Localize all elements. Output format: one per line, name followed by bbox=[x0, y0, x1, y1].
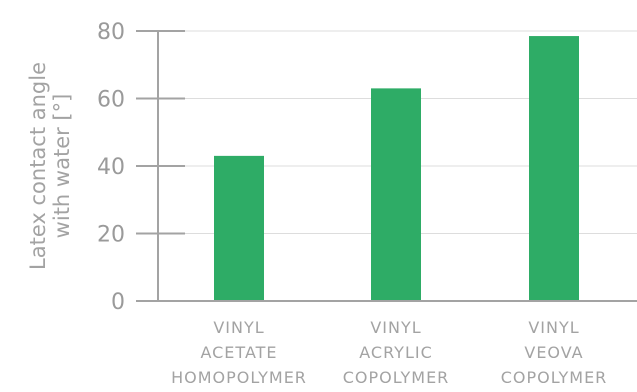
x-category-label: ACRYLIC bbox=[359, 343, 433, 362]
x-category-label: VEOVA bbox=[524, 343, 583, 362]
axes bbox=[136, 30, 637, 302]
x-category-label: HOMOPOLYMER bbox=[171, 368, 307, 387]
y-tick-label: 60 bbox=[97, 88, 125, 113]
y-axis-label-line: Latex contact angle bbox=[26, 62, 50, 270]
y-axis-label: Latex contact anglewith water [°] bbox=[26, 62, 74, 270]
bar bbox=[214, 155, 264, 301]
x-category-label: VINYL bbox=[213, 318, 264, 337]
x-category-label: VINYL bbox=[370, 318, 421, 337]
y-axis-label-line: with water [°] bbox=[50, 94, 74, 239]
x-category-label: VINYL bbox=[528, 318, 579, 337]
y-tick-label: 40 bbox=[97, 155, 125, 180]
bars bbox=[214, 36, 579, 301]
x-category-label: COPOLYMER bbox=[343, 368, 450, 387]
x-category-labels: VINYL ACETATE HOMOPOLYMER VINYL ACRYLIC COPOL… bbox=[171, 318, 608, 387]
x-category-label: COPOLYMER bbox=[501, 368, 608, 387]
bar bbox=[371, 88, 421, 301]
y-tick-label: 0 bbox=[111, 290, 125, 315]
y-tick-label: 20 bbox=[97, 223, 125, 248]
bar bbox=[529, 36, 579, 301]
y-tick-labels: 0 20 40 60 80 bbox=[97, 20, 125, 315]
y-tick-label: 80 bbox=[97, 20, 125, 45]
x-category-label: ACETATE bbox=[200, 343, 277, 362]
